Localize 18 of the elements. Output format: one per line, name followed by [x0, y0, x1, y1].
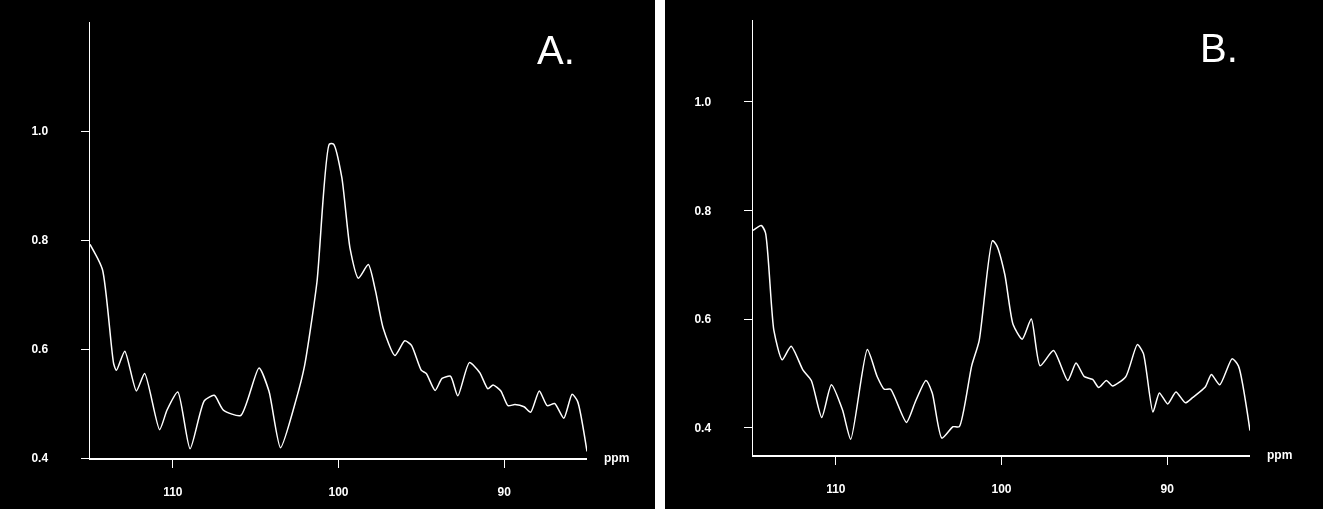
- x-axis-title: ppm: [604, 451, 630, 465]
- x-tick-label: 100: [328, 484, 349, 499]
- chart-title: A.: [537, 28, 575, 72]
- x-tick-label: 100: [991, 481, 1012, 496]
- y-tick-label: 0.8: [694, 203, 712, 218]
- y-tick-label: 0.6: [31, 342, 49, 357]
- x-tick-label: 90: [497, 484, 512, 499]
- x-tick-label: 110: [163, 484, 183, 499]
- x-tick-label: 90: [1160, 481, 1175, 496]
- y-tick-label: 0.4: [694, 421, 712, 436]
- y-tick-label: 1.0: [31, 124, 49, 139]
- y-tick-label: 0.6: [694, 312, 712, 327]
- y-tick-label: 0.8: [31, 233, 49, 248]
- chart-title: B.: [1200, 26, 1238, 70]
- y-tick-label: 1.0: [694, 94, 712, 109]
- y-tick-label: 0.4: [31, 451, 49, 466]
- x-axis-title: ppm: [1267, 448, 1293, 462]
- x-tick-label: 110: [826, 481, 846, 496]
